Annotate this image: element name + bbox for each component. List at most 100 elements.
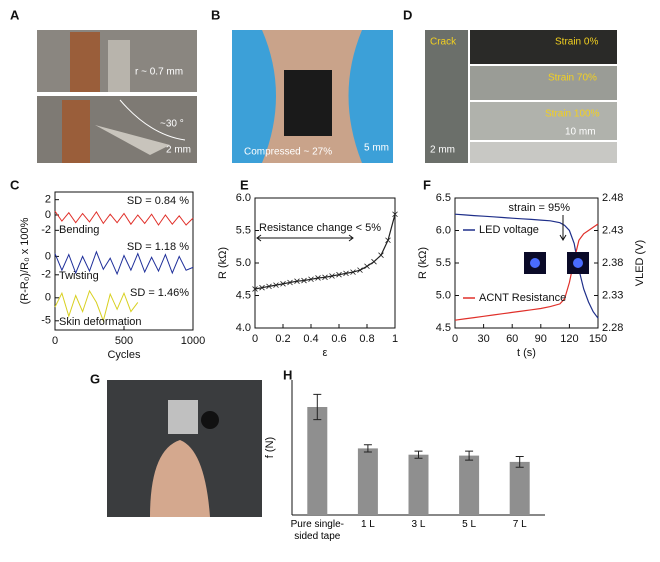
annotation-arrow bbox=[256, 234, 354, 242]
bar bbox=[459, 455, 480, 515]
error-bar bbox=[465, 450, 474, 461]
x-tick-label: 5 L bbox=[462, 519, 477, 530]
y-axis-label: VLED (V) bbox=[634, 240, 646, 286]
x-axis-label: t (s) bbox=[517, 347, 536, 359]
series-label: Bending bbox=[59, 224, 99, 236]
x-marker bbox=[287, 279, 293, 286]
x-tick-label: 500 bbox=[115, 335, 133, 347]
x-marker bbox=[322, 274, 328, 281]
plot-frame bbox=[254, 197, 396, 329]
annotation: Resistance change < 5% bbox=[259, 222, 381, 234]
data-line bbox=[454, 213, 599, 319]
angle-mark bbox=[119, 99, 186, 141]
photo-text: r ~ 0.7 mm bbox=[135, 67, 183, 78]
y-tick-label: 2.38 bbox=[602, 257, 623, 269]
photo-text: Strain 70% bbox=[548, 73, 597, 84]
x-marker bbox=[364, 263, 370, 270]
x-tick-label: 120 bbox=[560, 333, 578, 345]
y-tick-label: 2.48 bbox=[602, 192, 623, 204]
x-tick-label-box: 7 L bbox=[512, 519, 527, 530]
photo-detail bbox=[201, 411, 219, 429]
x-marker bbox=[385, 237, 391, 244]
y-tick-label: 4.0 bbox=[236, 322, 251, 334]
photo-text: Compressed ~ 27% bbox=[244, 147, 332, 158]
series-label: Twisting bbox=[59, 270, 99, 282]
panel-label: B bbox=[211, 7, 220, 22]
photo bbox=[470, 102, 617, 140]
bar bbox=[408, 454, 429, 515]
y-tick-label: 6.5 bbox=[436, 192, 451, 204]
photo-detail bbox=[62, 100, 90, 163]
y-tick-label: 4.5 bbox=[236, 289, 251, 301]
x-marker bbox=[266, 283, 272, 290]
y-tick-label: -2 bbox=[41, 269, 51, 281]
y-tick-label: 0 bbox=[45, 209, 51, 221]
photo-detail bbox=[70, 32, 100, 92]
photo-text: 2 mm bbox=[430, 145, 455, 156]
photo-detail bbox=[284, 70, 332, 136]
x-marker bbox=[378, 252, 384, 258]
sd-label: SD = 1.46% bbox=[130, 287, 189, 299]
error-bar bbox=[363, 444, 372, 453]
panel-label: D bbox=[403, 7, 412, 22]
y-axis-label: (R-R₀)/R₀ x 100% bbox=[19, 217, 31, 304]
led-glow bbox=[573, 258, 583, 268]
x-tick-label: 1 L bbox=[360, 519, 375, 530]
photo-text: 10 mm bbox=[565, 127, 596, 138]
photo-detail bbox=[108, 40, 130, 92]
y-tick-label: 5.0 bbox=[236, 257, 251, 269]
x-tick-label: 3 L bbox=[411, 519, 426, 530]
x-tick-label: 0 bbox=[52, 335, 58, 347]
x-marker bbox=[343, 270, 349, 277]
data-line bbox=[54, 210, 194, 226]
x-tick-label: Pure single-sided tape bbox=[290, 519, 344, 542]
bar bbox=[357, 448, 378, 515]
data-line bbox=[454, 223, 599, 321]
legend-label: LED voltage bbox=[479, 224, 539, 236]
x-marker bbox=[273, 282, 279, 288]
y-tick-label: 6.0 bbox=[236, 192, 251, 204]
annotation-arrow bbox=[559, 215, 567, 241]
photo-detail bbox=[95, 125, 170, 155]
sd-label: SD = 1.18 % bbox=[127, 241, 189, 253]
x-marker bbox=[308, 276, 314, 283]
x-tick-label: 0.4 bbox=[303, 333, 318, 345]
x-marker bbox=[259, 284, 265, 291]
panel-label: F bbox=[423, 177, 431, 192]
x-tick-label-box: 1 L bbox=[360, 519, 375, 530]
y-tick-label: -2 bbox=[41, 224, 51, 236]
data-line bbox=[54, 289, 139, 323]
x-marker bbox=[315, 275, 321, 281]
error-bar bbox=[313, 393, 322, 421]
x-tick-label: 0 bbox=[452, 333, 458, 345]
photo bbox=[470, 142, 617, 163]
x-tick-label: 150 bbox=[589, 333, 607, 345]
x-tick-label: 0.8 bbox=[359, 333, 374, 345]
y-tick-label: 2.43 bbox=[602, 224, 623, 236]
panel-label: H bbox=[283, 367, 292, 382]
bar bbox=[307, 407, 328, 515]
photo-text: Crack bbox=[430, 37, 457, 48]
y-tick-label: 5.5 bbox=[236, 224, 251, 236]
x-axis-label: ε bbox=[323, 347, 328, 359]
photo-text: 5 mm bbox=[364, 143, 389, 154]
error-bar bbox=[414, 450, 423, 459]
x-tick-label-box: Pure single-sided tape bbox=[290, 519, 344, 542]
x-tick-label: 0.2 bbox=[275, 333, 290, 345]
y-axis-label: R (kΩ) bbox=[417, 247, 429, 279]
y-tick-label: 0 bbox=[45, 250, 51, 262]
x-tick-label: 0 bbox=[252, 333, 258, 345]
x-tick-label: 90 bbox=[535, 333, 547, 345]
bar bbox=[509, 461, 530, 515]
y-axis-label: f (N) bbox=[264, 437, 276, 458]
x-tick-label: 7 L bbox=[512, 519, 527, 530]
y-tick-label: 5.5 bbox=[436, 257, 451, 269]
photo-text: Strain 0% bbox=[555, 37, 598, 48]
photo bbox=[470, 30, 617, 64]
x-marker bbox=[336, 271, 342, 278]
x-tick-label: 30 bbox=[477, 333, 489, 345]
y-tick-label: 2.28 bbox=[602, 322, 623, 334]
x-marker bbox=[329, 273, 335, 279]
x-tick-label: 1 bbox=[392, 333, 398, 345]
